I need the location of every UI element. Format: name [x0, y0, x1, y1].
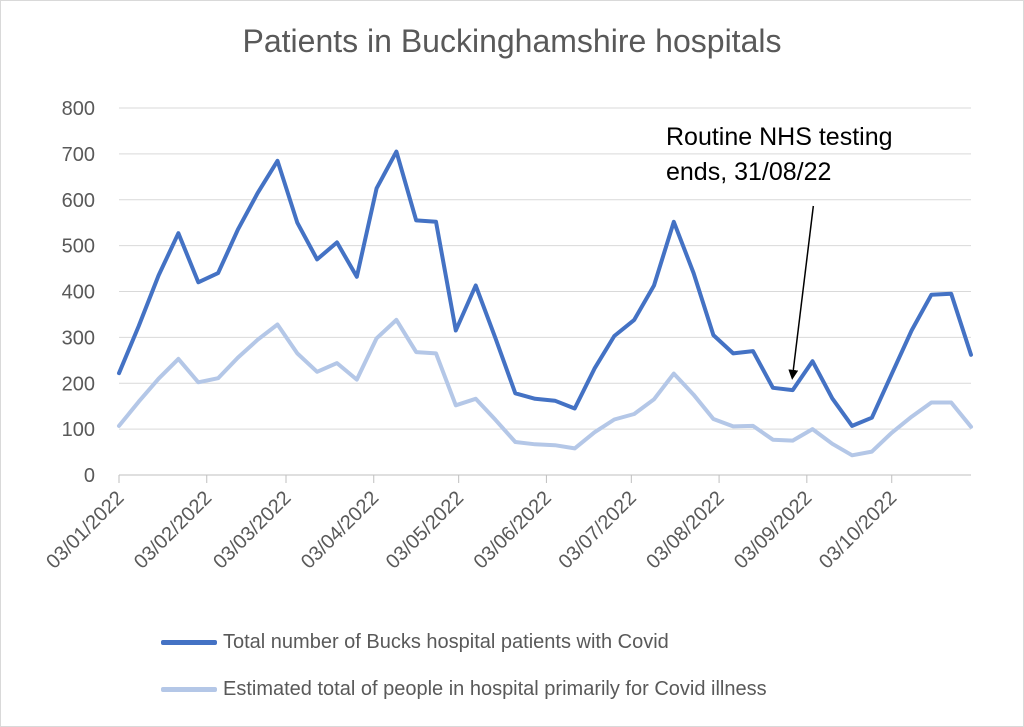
- x-tick-label: 03/02/2022: [130, 487, 216, 573]
- series-group: [117, 149, 973, 458]
- y-axis: 0 100 200 300 400 500 600 700 800: [62, 98, 95, 487]
- annotation-arrow: [788, 205, 815, 380]
- y-tick-label: 600: [62, 190, 95, 212]
- annotation-line-2: ends, 31/08/22: [666, 158, 832, 186]
- annotation-text: Routine NHS testing ends, 31/08/22: [666, 120, 966, 190]
- legend-swatch-primary: [161, 686, 217, 692]
- x-tick-label: 03/10/2022: [815, 487, 901, 573]
- x-tick-label: 03/07/2022: [555, 487, 641, 573]
- legend-item-total: Total number of Bucks hospital patients …: [161, 627, 669, 657]
- x-tick-label: 03/08/2022: [642, 487, 728, 573]
- series-line-1: [117, 317, 973, 458]
- x-tick-label: 03/05/2022: [382, 487, 468, 573]
- x-tick-label: 03/09/2022: [730, 487, 816, 573]
- y-tick-label: 0: [84, 465, 95, 487]
- y-tick-label: 300: [62, 327, 95, 349]
- x-tick-label: 03/01/2022: [42, 487, 128, 573]
- legend-item-primary: Estimated total of people in hospital pr…: [161, 674, 767, 704]
- legend-swatch-total: [161, 639, 217, 645]
- y-tick-label: 500: [62, 236, 95, 258]
- x-tick-label: 03/03/2022: [209, 487, 295, 573]
- y-tick-label: 200: [62, 373, 95, 395]
- x-tick-label: 03/06/2022: [470, 487, 556, 573]
- chart-title: Patients in Buckinghamshire hospitals: [242, 23, 782, 59]
- y-tick-label: 100: [62, 419, 95, 441]
- annotation-line-1: Routine NHS testing: [666, 123, 893, 151]
- legend-label-primary: Estimated total of people in hospital pr…: [223, 677, 767, 700]
- y-tick-label: 700: [62, 144, 95, 166]
- legend-label-total: Total number of Bucks hospital patients …: [223, 630, 669, 653]
- y-tick-label: 800: [62, 98, 95, 120]
- series-line-0: [117, 149, 973, 428]
- x-tick-label: 03/04/2022: [297, 487, 383, 573]
- y-tick-label: 400: [62, 282, 95, 304]
